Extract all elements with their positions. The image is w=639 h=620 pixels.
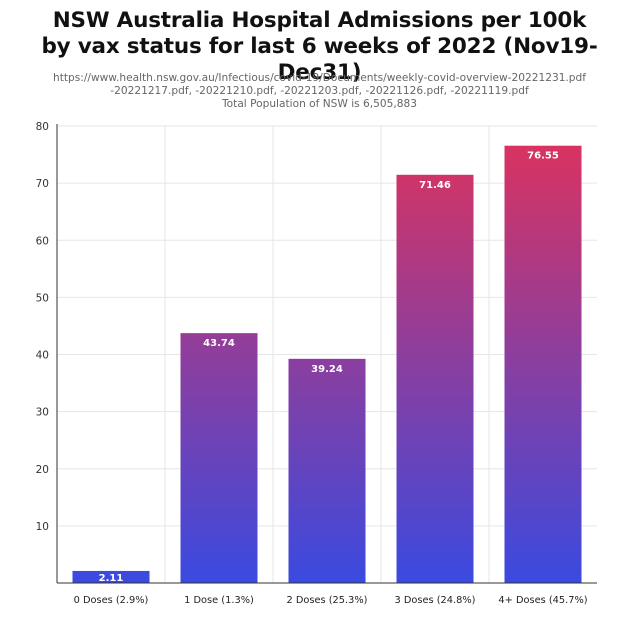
y-tick-label: 80 xyxy=(36,121,49,133)
y-tick-label: 40 xyxy=(36,350,49,362)
population-note: Total Population of NSW is 6,505,883 xyxy=(222,98,417,110)
x-tick-label: 4+ Doses (45.7%) xyxy=(498,595,587,606)
source-url-line-1: https://www.health.nsw.gov.au/Infectious… xyxy=(53,72,586,84)
bar xyxy=(180,333,258,583)
chart-title: NSW Australia Hospital Admissions per 10… xyxy=(0,8,639,86)
bar-value-label: 39.24 xyxy=(311,364,343,375)
chart-title-line-2: by vax status for last 6 weeks of 2022 (… xyxy=(41,34,598,85)
y-tick-label: 10 xyxy=(36,521,49,533)
axes xyxy=(56,124,597,584)
bar-value-labels: 2.11 43.74 39.24 71.46 76.55 xyxy=(99,151,559,584)
bar-value-label: 76.55 xyxy=(527,151,559,162)
y-tick-label: 50 xyxy=(36,292,49,304)
x-tick-label: 1 Dose (1.3%) xyxy=(184,595,254,606)
x-tick-label: 2 Doses (25.3%) xyxy=(286,595,367,606)
x-tick-label: 3 Doses (24.8%) xyxy=(394,595,475,606)
bar xyxy=(72,570,150,583)
x-tick-label: 0 Doses (2.9%) xyxy=(74,595,149,606)
bars xyxy=(72,145,582,584)
y-tick-label: 60 xyxy=(36,235,49,247)
bar-value-label: 43.74 xyxy=(203,338,235,349)
y-tick-label: 70 xyxy=(36,178,49,190)
chart-title-line-1: NSW Australia Hospital Admissions per 10… xyxy=(52,8,587,33)
y-tick-label: 20 xyxy=(36,464,49,476)
bar xyxy=(504,145,582,583)
x-axis-tick-labels: 0 Doses (2.9%) 1 Dose (1.3%) 2 Doses (25.3… xyxy=(74,595,588,606)
bar xyxy=(288,358,366,583)
bar xyxy=(396,174,474,584)
y-axis-tick-labels: 10 20 30 40 50 60 70 80 xyxy=(36,121,49,533)
bar-value-label: 71.46 xyxy=(419,180,451,191)
chart-subtitle: https://www.health.nsw.gov.au/Infectious… xyxy=(0,72,639,111)
source-url-line-2: -20221217.pdf, -20221210.pdf, -20221203.… xyxy=(110,85,529,97)
y-tick-label: 30 xyxy=(36,407,49,419)
bar-value-label: 2.11 xyxy=(99,573,124,584)
